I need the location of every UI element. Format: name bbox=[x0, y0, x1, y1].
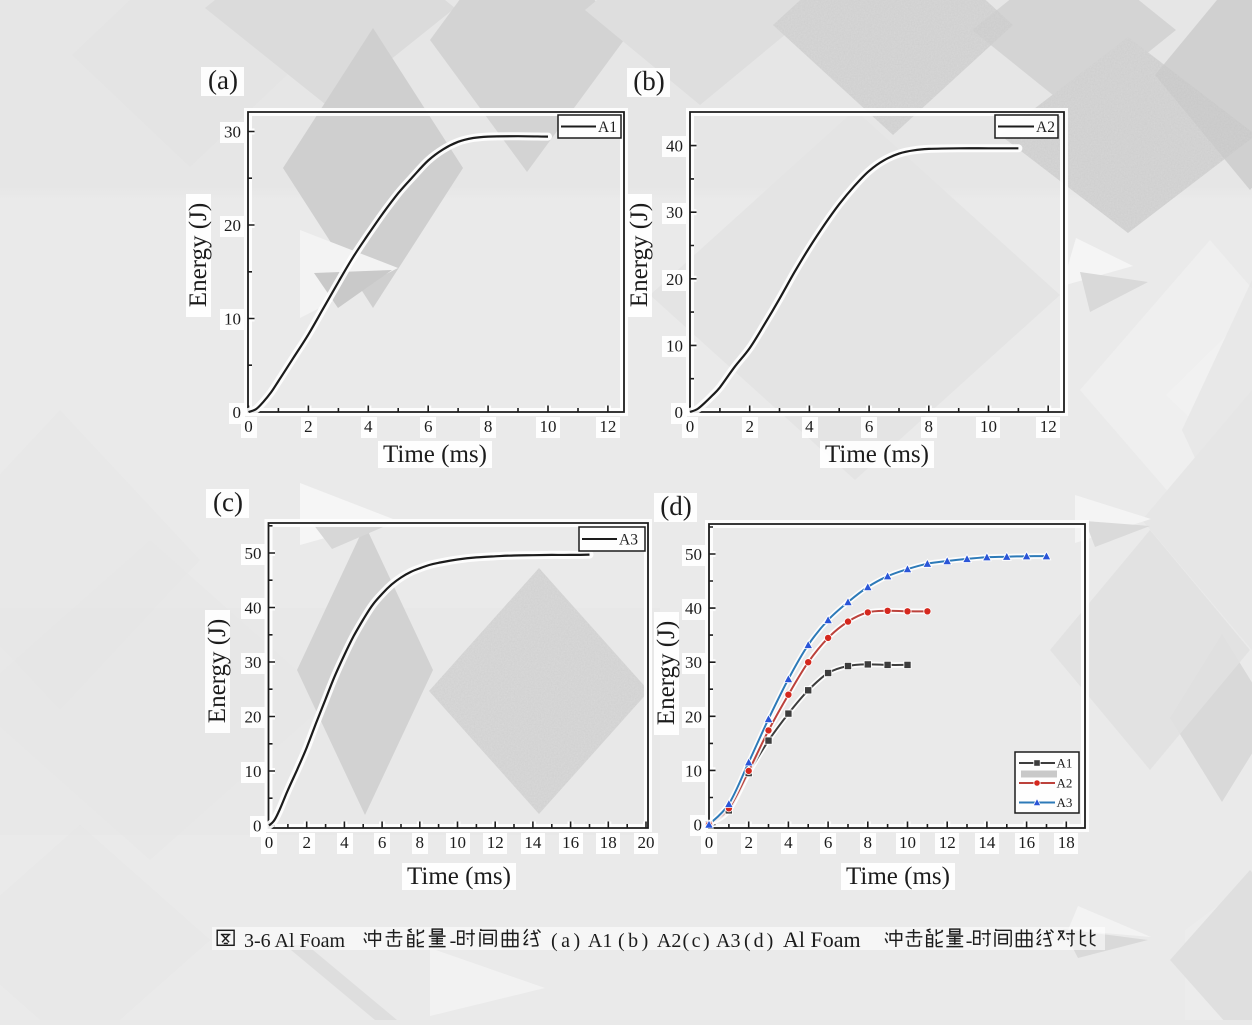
svg-text:18: 18 bbox=[1058, 833, 1075, 852]
svg-text:8: 8 bbox=[925, 417, 934, 436]
svg-text:0: 0 bbox=[705, 833, 714, 852]
svg-text:2: 2 bbox=[304, 417, 313, 436]
svg-text:16: 16 bbox=[562, 833, 579, 852]
svg-text:50: 50 bbox=[245, 544, 262, 563]
svg-text:16: 16 bbox=[1018, 833, 1035, 852]
svg-text:Time (ms): Time (ms) bbox=[846, 863, 950, 890]
svg-text:0: 0 bbox=[265, 833, 274, 852]
svg-text:4: 4 bbox=[364, 417, 373, 436]
svg-text:20: 20 bbox=[666, 270, 683, 289]
svg-text:4: 4 bbox=[805, 417, 814, 436]
svg-text:18: 18 bbox=[600, 833, 617, 852]
svg-text:6: 6 bbox=[824, 833, 833, 852]
svg-text:A2: A2 bbox=[1036, 119, 1055, 136]
svg-text:0: 0 bbox=[233, 403, 242, 422]
svg-text:6: 6 bbox=[424, 417, 433, 436]
svg-text:10: 10 bbox=[685, 761, 702, 780]
svg-text:0: 0 bbox=[686, 417, 695, 436]
svg-text:40: 40 bbox=[685, 599, 702, 618]
svg-text:30: 30 bbox=[245, 653, 262, 672]
svg-text:2: 2 bbox=[302, 833, 311, 852]
svg-text:A3: A3 bbox=[619, 532, 638, 549]
svg-text:10: 10 bbox=[666, 336, 683, 355]
svg-text:(a): (a) bbox=[551, 930, 584, 952]
svg-text:10: 10 bbox=[224, 310, 241, 329]
svg-text:10: 10 bbox=[899, 833, 916, 852]
svg-text:0: 0 bbox=[253, 817, 262, 836]
svg-text:20: 20 bbox=[685, 707, 702, 726]
svg-text:Energy (J): Energy (J) bbox=[626, 203, 653, 307]
svg-text:8: 8 bbox=[416, 833, 425, 852]
svg-text:2: 2 bbox=[745, 417, 754, 436]
svg-text:-: - bbox=[450, 930, 457, 952]
svg-text:0: 0 bbox=[244, 417, 253, 436]
svg-text:8: 8 bbox=[484, 417, 493, 436]
svg-text:8: 8 bbox=[864, 833, 873, 852]
svg-text:(d): (d) bbox=[744, 930, 776, 952]
svg-text:6: 6 bbox=[865, 417, 874, 436]
svg-text:Energy (J): Energy (J) bbox=[185, 203, 212, 307]
svg-text:(c): (c) bbox=[683, 930, 713, 952]
svg-text:(d): (d) bbox=[660, 491, 691, 521]
svg-text:Time (ms): Time (ms) bbox=[383, 441, 487, 468]
svg-text:12: 12 bbox=[487, 833, 504, 852]
svg-text:50: 50 bbox=[685, 545, 702, 564]
svg-text:A3: A3 bbox=[1057, 795, 1073, 810]
svg-text:14: 14 bbox=[524, 833, 542, 852]
svg-text:3-6 Al Foam: 3-6 Al Foam bbox=[244, 930, 346, 952]
svg-text:A2: A2 bbox=[1057, 776, 1073, 791]
svg-text:A3: A3 bbox=[716, 930, 740, 952]
svg-text:10: 10 bbox=[245, 762, 262, 781]
svg-text:12: 12 bbox=[1040, 417, 1057, 436]
svg-text:4: 4 bbox=[784, 833, 793, 852]
svg-text:(a): (a) bbox=[208, 65, 238, 95]
svg-text:20: 20 bbox=[224, 216, 241, 235]
svg-text:Time (ms): Time (ms) bbox=[825, 441, 929, 468]
svg-text:Energy (J): Energy (J) bbox=[653, 621, 680, 725]
svg-text:-: - bbox=[966, 930, 973, 952]
svg-text:14: 14 bbox=[978, 833, 996, 852]
svg-text:30: 30 bbox=[685, 653, 702, 672]
svg-text:0: 0 bbox=[675, 403, 684, 422]
svg-text:10: 10 bbox=[540, 417, 557, 436]
svg-text:20: 20 bbox=[638, 833, 655, 852]
svg-text:30: 30 bbox=[666, 203, 683, 222]
svg-text:(b): (b) bbox=[633, 66, 664, 96]
svg-text:20: 20 bbox=[245, 708, 262, 727]
svg-text:(b): (b) bbox=[618, 930, 652, 952]
svg-text:4: 4 bbox=[340, 833, 349, 852]
svg-text:10: 10 bbox=[980, 417, 997, 436]
svg-text:Energy (J): Energy (J) bbox=[204, 619, 231, 723]
svg-text:Al Foam: Al Foam bbox=[783, 927, 861, 952]
svg-text:12: 12 bbox=[599, 417, 616, 436]
svg-text:6: 6 bbox=[378, 833, 387, 852]
svg-text:A1: A1 bbox=[598, 119, 617, 136]
svg-text:2: 2 bbox=[744, 833, 753, 852]
svg-text:A1: A1 bbox=[588, 930, 612, 952]
svg-text:40: 40 bbox=[245, 599, 262, 618]
svg-text:30: 30 bbox=[224, 123, 241, 142]
svg-text:A1: A1 bbox=[1057, 756, 1073, 771]
svg-text:10: 10 bbox=[449, 833, 466, 852]
svg-text:Time (ms): Time (ms) bbox=[407, 863, 511, 890]
svg-text:(c): (c) bbox=[213, 487, 243, 517]
svg-text:A2: A2 bbox=[657, 930, 681, 952]
svg-text:12: 12 bbox=[939, 833, 956, 852]
svg-text:40: 40 bbox=[666, 137, 683, 156]
svg-text:0: 0 bbox=[694, 816, 703, 835]
